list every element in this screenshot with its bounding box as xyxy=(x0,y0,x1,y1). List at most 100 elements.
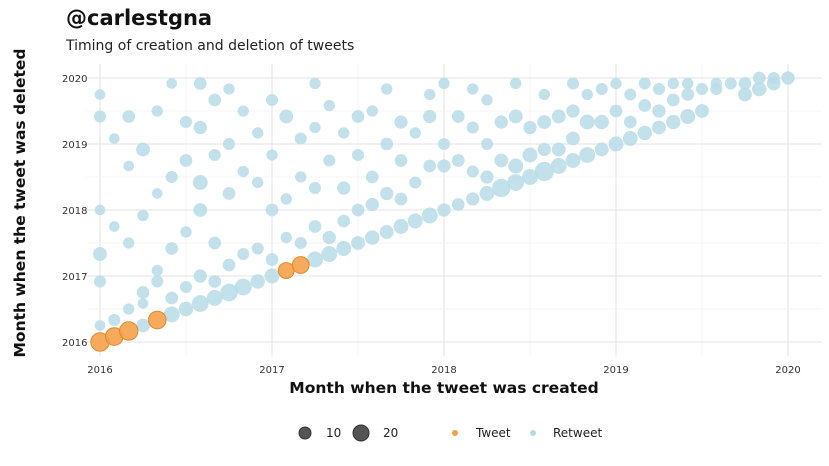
retweet-point xyxy=(552,110,566,124)
retweet-point xyxy=(180,154,193,167)
retweet-point xyxy=(352,204,365,217)
retweet-point xyxy=(725,77,737,89)
retweet-point xyxy=(323,231,336,244)
retweet-point xyxy=(138,298,149,309)
retweet-point xyxy=(508,159,523,174)
retweet-point xyxy=(711,78,722,89)
retweet-point xyxy=(281,232,292,243)
retweet-point xyxy=(223,187,236,200)
y-tick-label: 2018 xyxy=(62,206,87,217)
retweet-point xyxy=(481,94,492,105)
x-axis-ticks: 2016 2017 2018 2019 2020 xyxy=(87,365,800,376)
retweet-point xyxy=(422,208,438,224)
retweet-point xyxy=(595,115,609,129)
retweet-point xyxy=(122,110,135,123)
retweet-point xyxy=(309,122,320,133)
y-tick-label: 2020 xyxy=(62,74,87,85)
retweet-point xyxy=(152,265,163,276)
retweet-point xyxy=(566,104,579,117)
retweet-point xyxy=(367,105,378,116)
retweet-point xyxy=(408,214,423,229)
y-axis-ticks: 20162017201820192020 xyxy=(62,74,87,349)
retweet-point xyxy=(109,133,120,144)
retweet-point xyxy=(695,104,709,118)
retweet-point xyxy=(152,188,163,199)
retweet-point xyxy=(93,247,107,261)
retweet-point xyxy=(596,83,608,95)
tweet-point xyxy=(292,257,309,274)
retweet-point xyxy=(337,215,350,228)
y-tick-label: 2016 xyxy=(62,338,87,349)
y-tick-label: 2019 xyxy=(62,140,87,151)
retweet-point xyxy=(624,116,637,129)
retweet-point xyxy=(680,109,695,124)
retweet-point xyxy=(235,279,252,296)
x-tick-label: 2017 xyxy=(259,365,284,376)
retweet-point xyxy=(423,160,436,173)
retweet-point xyxy=(223,259,236,272)
x-tick-label: 2016 xyxy=(87,365,112,376)
retweet-point xyxy=(165,292,178,305)
retweet-point xyxy=(152,105,163,116)
retweet-point xyxy=(266,204,279,217)
retweet-point xyxy=(166,78,177,89)
retweet-point xyxy=(523,121,536,134)
retweet-point xyxy=(266,149,277,160)
retweet-point xyxy=(321,246,337,262)
retweet-point xyxy=(768,72,780,84)
legend-size-small-label: 10 xyxy=(326,426,341,440)
retweet-point xyxy=(639,77,651,89)
retweet-point xyxy=(424,89,435,100)
retweet-point xyxy=(781,71,794,84)
retweet-point xyxy=(179,302,193,316)
retweet-point xyxy=(423,110,436,123)
retweet-point xyxy=(438,138,450,150)
retweet-point xyxy=(623,131,638,146)
retweet-point xyxy=(309,78,320,89)
retweet-point xyxy=(610,105,623,118)
retweet-point xyxy=(652,104,665,117)
y-axis-title: Month when the tweet was deleted xyxy=(11,48,29,357)
retweet-point xyxy=(494,154,508,168)
legend: 10 20 Tweet Retweet xyxy=(299,425,602,441)
retweet-point xyxy=(94,110,106,122)
retweet-point xyxy=(123,237,134,248)
retweet-point xyxy=(193,175,208,190)
retweet-point xyxy=(551,158,567,174)
retweet-point xyxy=(351,236,365,250)
retweet-point xyxy=(366,171,379,184)
x-tick-label: 2019 xyxy=(603,365,628,376)
retweet-point xyxy=(666,115,680,129)
legend-tweet-label: Tweet xyxy=(475,426,511,440)
retweet-point xyxy=(452,198,465,211)
retweet-point xyxy=(237,248,249,260)
retweet-point xyxy=(510,78,521,89)
retweet-point xyxy=(452,154,465,167)
retweet-point xyxy=(166,171,178,183)
retweet-point xyxy=(151,275,163,287)
retweet-point xyxy=(223,138,235,150)
retweet-point xyxy=(507,174,524,191)
retweet-point xyxy=(652,121,666,135)
tweet-point xyxy=(119,322,137,340)
retweet-point xyxy=(452,110,465,123)
x-tick-label: 2018 xyxy=(431,365,456,376)
retweet-point xyxy=(467,165,479,177)
retweet-point xyxy=(395,154,408,167)
retweet-point xyxy=(381,83,392,94)
retweet-point xyxy=(566,132,580,146)
retweet-point xyxy=(595,143,609,157)
retweet-point xyxy=(252,242,264,254)
retweet-point xyxy=(610,78,621,89)
retweet-point xyxy=(509,110,523,124)
retweet-point xyxy=(609,137,624,152)
retweet-point xyxy=(409,176,421,188)
retweet-point xyxy=(395,193,408,206)
retweet-point xyxy=(480,170,493,183)
retweet-point xyxy=(537,115,551,129)
retweet-point xyxy=(437,203,450,216)
retweet-point xyxy=(681,88,694,101)
retweet-point xyxy=(194,269,207,282)
retweet-point xyxy=(295,132,307,144)
